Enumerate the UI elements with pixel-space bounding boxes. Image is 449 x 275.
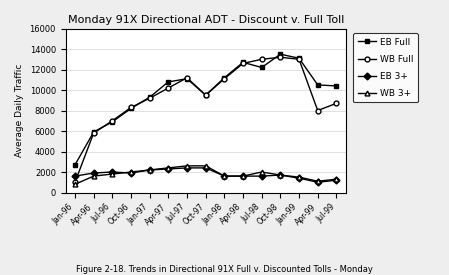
EB 3+ <box>72 174 78 178</box>
WB 3+ <box>222 174 227 178</box>
Line: WB 3+: WB 3+ <box>73 163 339 187</box>
EB 3+ <box>277 174 283 177</box>
EB 3+ <box>166 167 171 170</box>
EB Full <box>203 94 208 97</box>
Line: EB Full: EB Full <box>73 52 339 167</box>
Title: Monday 91X Directional ADT - Discount v. Full Toll: Monday 91X Directional ADT - Discount v.… <box>67 15 344 25</box>
WB Full <box>72 181 78 184</box>
WB Full <box>128 106 134 109</box>
EB 3+ <box>147 168 152 172</box>
EB 3+ <box>91 171 97 175</box>
EB 3+ <box>203 166 208 170</box>
WB Full <box>296 58 302 61</box>
EB Full <box>166 80 171 84</box>
WB 3+ <box>110 172 115 176</box>
WB Full <box>166 86 171 90</box>
WB 3+ <box>147 168 152 172</box>
WB Full <box>259 58 264 61</box>
WB 3+ <box>259 170 264 174</box>
WB Full <box>203 94 208 97</box>
WB 3+ <box>296 175 302 179</box>
WB 3+ <box>240 174 246 178</box>
WB 3+ <box>334 178 339 181</box>
WB 3+ <box>203 164 208 167</box>
EB Full <box>222 76 227 79</box>
EB 3+ <box>296 177 302 180</box>
EB Full <box>296 57 302 60</box>
EB Full <box>334 84 339 87</box>
Line: WB Full: WB Full <box>73 55 339 185</box>
WB 3+ <box>277 174 283 177</box>
EB Full <box>91 130 97 134</box>
EB Full <box>277 53 283 56</box>
EB Full <box>315 83 321 87</box>
EB 3+ <box>185 166 190 170</box>
WB Full <box>277 56 283 59</box>
WB 3+ <box>91 174 97 178</box>
EB 3+ <box>128 171 134 175</box>
EB Full <box>72 163 78 166</box>
Text: Figure 2-18. Trends in Directional 91X Full v. Discounted Tolls - Monday: Figure 2-18. Trends in Directional 91X F… <box>76 265 373 274</box>
WB Full <box>334 102 339 105</box>
WB 3+ <box>128 170 134 174</box>
WB 3+ <box>185 164 190 167</box>
WB Full <box>315 109 321 112</box>
EB 3+ <box>334 178 339 182</box>
WB Full <box>91 131 97 135</box>
WB Full <box>110 119 115 122</box>
EB 3+ <box>110 170 115 174</box>
Line: EB 3+: EB 3+ <box>73 166 339 185</box>
EB Full <box>128 107 134 110</box>
EB Full <box>185 77 190 80</box>
EB 3+ <box>259 174 264 178</box>
EB 3+ <box>315 181 321 184</box>
EB Full <box>240 61 246 64</box>
WB Full <box>185 76 190 79</box>
EB Full <box>259 66 264 69</box>
EB Full <box>147 95 152 99</box>
EB Full <box>110 120 115 123</box>
EB 3+ <box>222 174 227 178</box>
WB Full <box>240 62 246 65</box>
WB 3+ <box>315 180 321 183</box>
Y-axis label: Average Daily Traffic: Average Daily Traffic <box>15 64 24 157</box>
WB Full <box>147 97 152 100</box>
Legend: EB Full, WB Full, EB 3+, WB 3+: EB Full, WB Full, EB 3+, WB 3+ <box>353 33 418 103</box>
WB 3+ <box>166 166 171 170</box>
WB 3+ <box>72 183 78 186</box>
EB 3+ <box>240 174 246 178</box>
WB Full <box>222 77 227 80</box>
